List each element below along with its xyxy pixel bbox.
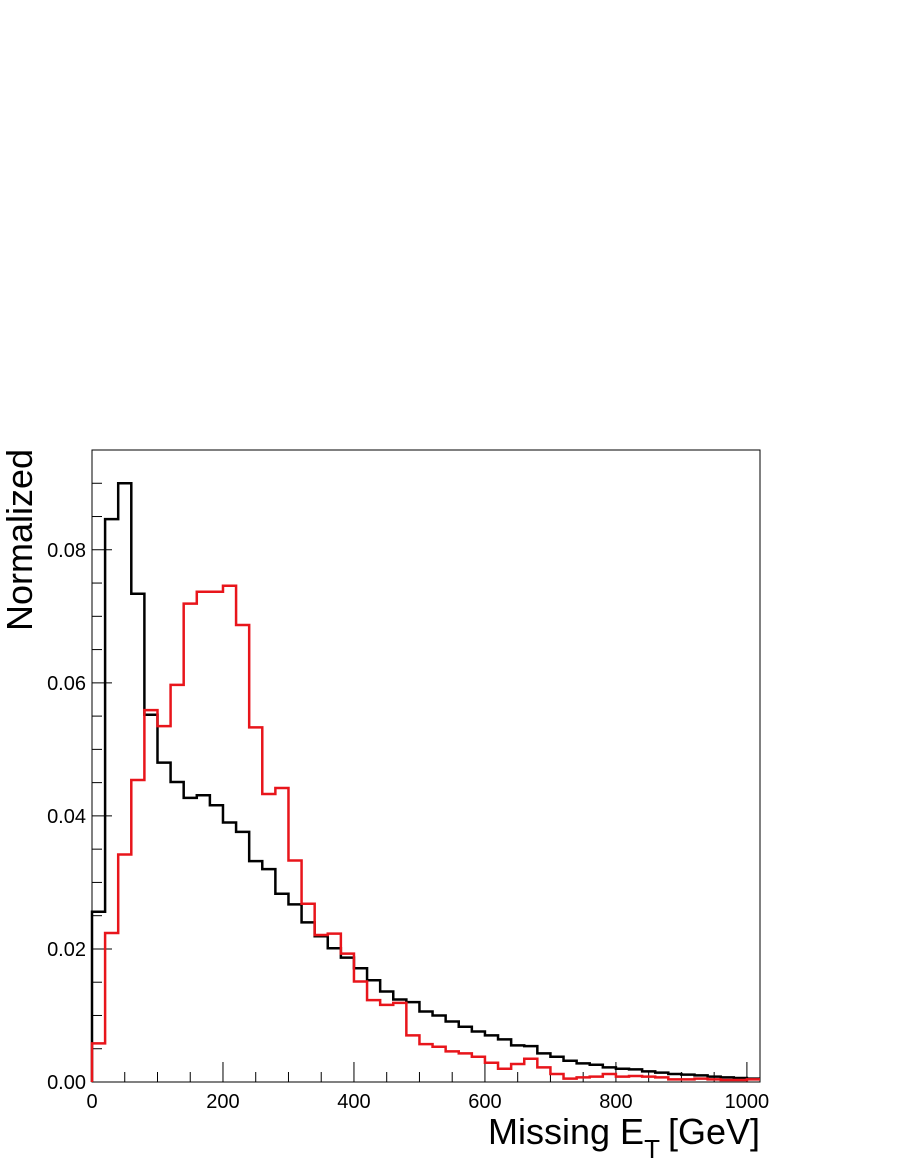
x-axis-ticks: 0 200 400 600 800 1000 <box>86 1062 769 1113</box>
x-tick-label: 1000 <box>725 1091 770 1113</box>
x-axis-title: Missing ET [GeV] <box>488 1111 760 1164</box>
histogram-series-red <box>90 584 760 1082</box>
y-tick-label: 0.06 <box>47 673 86 695</box>
y-axis-ticks: 0.00 0.02 0.04 0.06 0.08 <box>47 482 112 1094</box>
series-layer <box>90 482 760 1082</box>
x-axis-title-main: Missing E <box>488 1111 644 1152</box>
x-tick-label: 800 <box>599 1091 632 1113</box>
x-axis-title-subscript: T <box>644 1134 660 1164</box>
y-axis-title: Normalized <box>0 449 40 631</box>
y-tick-label: 0.08 <box>47 540 86 562</box>
y-tick-label: 0.02 <box>47 939 86 961</box>
x-tick-label: 600 <box>468 1091 501 1113</box>
histogram-series-black <box>90 482 760 1082</box>
y-tick-label: 0.00 <box>47 1072 86 1094</box>
x-tick-label: 200 <box>206 1091 239 1113</box>
x-tick-label: 0 <box>86 1091 97 1113</box>
x-tick-label: 400 <box>337 1091 370 1113</box>
y-tick-label: 0.04 <box>47 806 86 828</box>
x-axis-title-unit: [GeV] <box>668 1111 760 1152</box>
plot-frame <box>91 449 761 1083</box>
